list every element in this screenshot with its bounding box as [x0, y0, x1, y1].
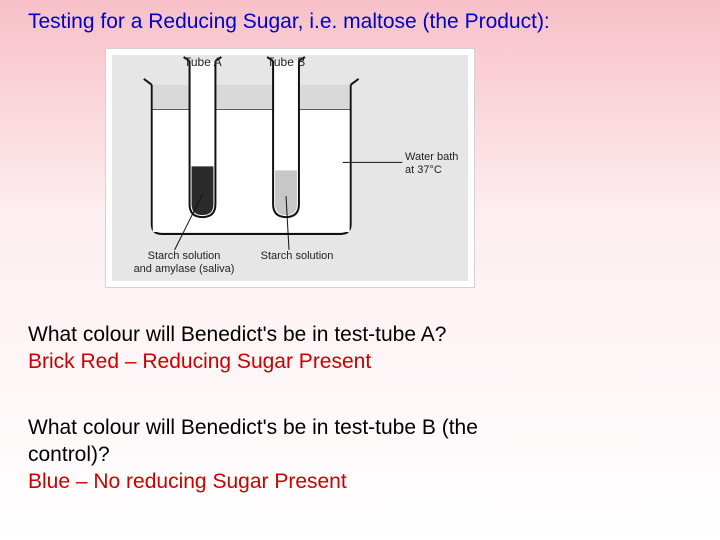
q1-answer: Brick Red – Reducing Sugar Present [28, 350, 371, 373]
beaker [144, 79, 359, 234]
q1-question: What colour will Benedict's be in test-t… [28, 323, 446, 346]
question-2-block: What colour will Benedict's be in test-t… [28, 415, 478, 496]
tube-b-label: Tube B [267, 55, 305, 69]
tube-a-caption-l2: and amylase (saliva) [134, 263, 235, 275]
question-1-block: What colour will Benedict's be in test-t… [28, 322, 446, 376]
diagram-card: Tube A Tube B Starch solution and amylas… [105, 48, 475, 288]
waterbath-label: Water bath at 37°C [405, 151, 458, 176]
tube-b-caption: Starch solution [252, 250, 342, 263]
tube-a-caption-l1: Starch solution [148, 250, 221, 262]
diagram-bg: Tube A Tube B Starch solution and amylas… [112, 55, 468, 281]
q2-question-l1: What colour will Benedict's be in test-t… [28, 416, 478, 439]
q2-question-l2: control)? [28, 443, 110, 466]
waterbath-l1: Water bath [405, 151, 458, 163]
tube-a-label: Tube A [184, 55, 222, 69]
slide-title: Testing for a Reducing Sugar, i.e. malto… [28, 10, 550, 34]
waterbath-l2: at 37°C [405, 164, 442, 176]
tube-a-caption: Starch solution and amylase (saliva) [124, 250, 244, 275]
tube-b-caption-l1: Starch solution [261, 250, 334, 262]
q2-answer: Blue – No reducing Sugar Present [28, 470, 347, 493]
